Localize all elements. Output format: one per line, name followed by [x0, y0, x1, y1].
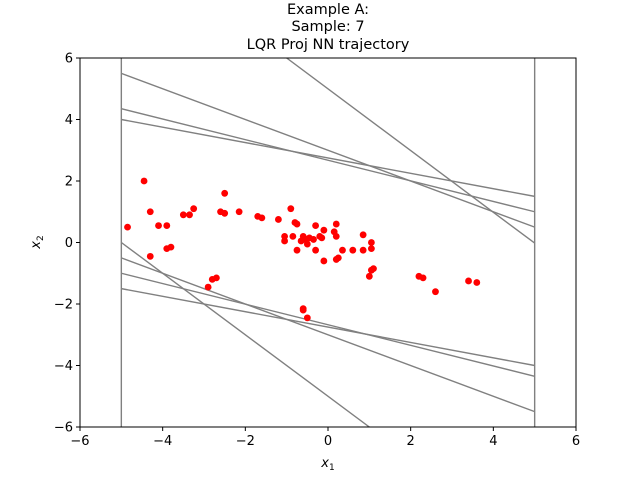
x-axis-label: x1: [320, 456, 334, 473]
trajectory-point-61: [303, 314, 311, 322]
trajectory-point-3: [155, 222, 162, 229]
trajectory-point-58: [473, 279, 481, 286]
trajectory-point-7: [167, 243, 175, 251]
trajectory-point-8: [179, 211, 187, 219]
y-tick-label-1: −4: [54, 359, 73, 374]
trajectory-point-53: [368, 266, 375, 274]
trajectory-point-4: [163, 222, 171, 229]
trajectory-point-49: [368, 245, 375, 253]
trajectory-point-57: [465, 277, 472, 285]
trajectory-point-23: [204, 283, 212, 291]
chart-title-line-2: Sample: 7: [291, 19, 364, 35]
x-tick-label-6: 6: [572, 434, 580, 449]
x-tick-label-1: −4: [153, 434, 172, 449]
y-axis-label: x2: [29, 235, 46, 249]
constraint-line-2: [121, 72, 535, 228]
trajectory-point-50: [368, 239, 375, 246]
trajectory-point-27: [293, 246, 301, 254]
trajectory-point-46: [349, 246, 357, 254]
trajectory-point-41: [332, 232, 340, 240]
y-tick-label-5: 4: [65, 113, 73, 128]
trajectory-point-39: [320, 257, 328, 265]
x-tick-label-2: −2: [236, 434, 255, 449]
x-axis-label-var: x: [320, 456, 329, 471]
constraint-line-7: [121, 257, 535, 413]
trajectory-point-35: [312, 246, 319, 254]
trajectory-point-5: [146, 252, 154, 260]
trajectory-point-2: [146, 208, 154, 216]
trajectory-point-34: [312, 222, 319, 229]
trajectory-point-22: [213, 274, 220, 282]
trajectory-point-1: [124, 223, 131, 231]
trajectory-point-45: [339, 246, 346, 254]
x-tick-label-0: −6: [70, 434, 89, 449]
trajectory-point-9: [186, 211, 193, 219]
trajectory-point-48: [359, 231, 367, 239]
constraint-line-9: [121, 287, 535, 367]
trajectory-point-56: [432, 288, 439, 296]
constraint-line-3: [121, 108, 535, 213]
trajectory-point-42: [332, 220, 340, 228]
trajectory-point-37: [318, 234, 326, 242]
x-tick-label-3: 0: [324, 434, 332, 449]
trajectory-point-31: [303, 240, 311, 248]
trajectory-point-12: [221, 209, 229, 217]
trajectory-point-47: [359, 246, 367, 254]
y-tick-label-3: 0: [65, 236, 73, 251]
trajectory-point-38: [320, 226, 328, 234]
x-axis-ticks: −6 −4 −2 0 2 4 6: [70, 427, 580, 449]
y-axis-label-var: x: [29, 241, 44, 250]
y-axis-label-sub: 2: [36, 235, 46, 241]
x-axis-label-sub: 1: [329, 463, 335, 473]
y-tick-label-4: 2: [65, 175, 73, 190]
y-tick-label-6: 6: [65, 52, 73, 67]
y-axis-ticks: −6 −4 −2 0 2 4 6: [54, 52, 80, 436]
trajectory-point-51: [365, 272, 373, 280]
trajectory-point-16: [258, 214, 266, 222]
trajectory-point-17: [275, 216, 282, 223]
trajectory-point-60: [299, 306, 307, 314]
trajectory-point-33: [310, 236, 317, 243]
trajectory-point-20: [293, 220, 301, 228]
trajectory-point-25: [281, 237, 288, 245]
trajectory-point-14: [235, 208, 243, 216]
trajectory-point-13: [221, 189, 229, 197]
chart-title-line-1: Example A:: [287, 2, 369, 18]
constraint-line-8: [121, 272, 535, 377]
x-tick-label-5: 4: [489, 434, 497, 449]
trajectory-point-18: [287, 205, 295, 213]
constraint-line-4: [121, 118, 535, 198]
trajectory-point-55: [419, 274, 427, 282]
trajectory-point-10: [190, 205, 198, 213]
chart-title-line-3: LQR Proj NN trajectory: [247, 37, 410, 53]
trajectory-point-0: [140, 177, 148, 185]
y-tick-label-2: −2: [54, 298, 73, 313]
trajectory-point-44: [334, 254, 342, 262]
y-tick-label-0: −6: [54, 421, 73, 436]
x-tick-label-4: 2: [407, 434, 415, 449]
constraint-lines: [120, 58, 536, 427]
trajectory-points: [124, 177, 481, 322]
constraint-line-5: [286, 58, 536, 244]
trajectory-point-26: [289, 232, 297, 240]
